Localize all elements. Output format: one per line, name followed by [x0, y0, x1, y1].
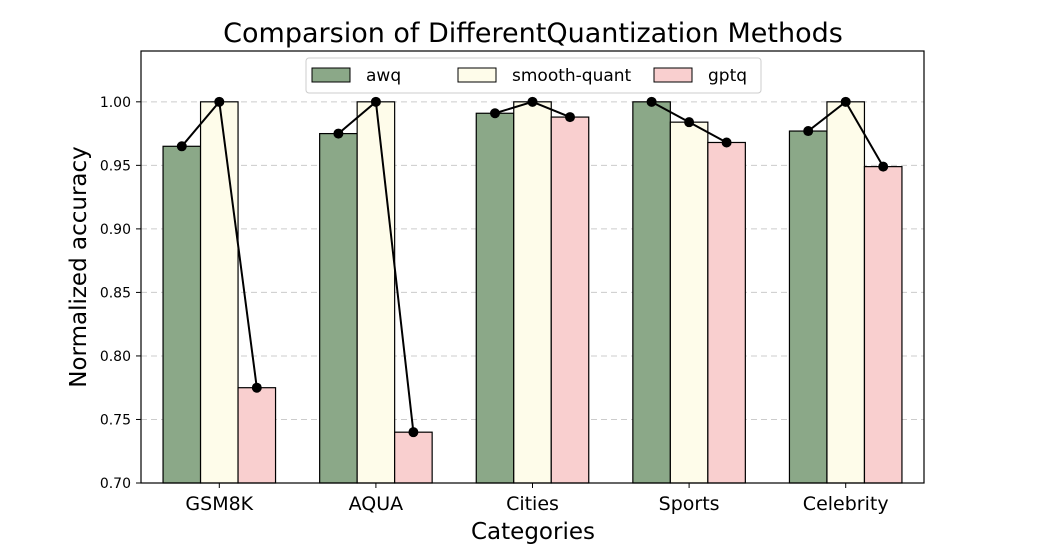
point-awq-cities — [490, 108, 500, 119]
legend-swatch-smooth-quant — [457, 67, 497, 83]
bar-smooth-quant-cities — [513, 101, 552, 484]
bar-smooth-quant-sports — [669, 121, 709, 484]
y-axis-label: Normalized accuracy — [66, 146, 92, 388]
y-tick-label: 0.90 — [100, 222, 131, 238]
legend-label-smooth-quant: smooth-quant — [512, 66, 632, 86]
x-tick-label: GSM8K — [185, 493, 253, 515]
legend-swatch-gptq — [653, 67, 693, 83]
y-tick-label: 0.85 — [100, 285, 131, 301]
bar-smooth-quant-aqua — [356, 101, 396, 484]
legend-box — [305, 57, 762, 94]
point-gptq-gsm8k — [251, 382, 262, 393]
y-tick-label: 0.75 — [100, 412, 131, 428]
x-axis-label: Categories — [471, 519, 595, 545]
x-tick-label: Sports — [659, 493, 720, 515]
point-gptq-aqua — [408, 427, 419, 438]
bar-gptq-sports — [707, 141, 746, 484]
x-tick-label: Cities — [506, 493, 559, 515]
x-axis-ticks: GSM8K AQUA Cities Sports Celebrity — [185, 483, 889, 515]
x-tick-label: Celebrity — [803, 493, 889, 515]
point-smooth-quant-celebrity — [840, 96, 851, 107]
y-tick-label: 0.70 — [100, 476, 131, 492]
bar-smooth-quant-celebrity — [826, 101, 866, 484]
point-awq-sports — [646, 96, 657, 107]
bar-gptq-gsm8k — [237, 387, 277, 484]
bar-gptq-aqua — [394, 431, 433, 484]
y-tick-label: 0.80 — [100, 349, 131, 365]
point-gptq-sports — [721, 137, 732, 148]
x-tick-label: AQUA — [349, 493, 404, 515]
bar-awq-cities — [475, 112, 515, 484]
bar-awq-sports — [632, 101, 671, 484]
bar-smooth-quant-gsm8k — [199, 101, 239, 484]
point-awq-gsm8k — [176, 141, 187, 152]
point-smooth-quant-sports — [684, 117, 695, 128]
bar-gptq-celebrity — [863, 166, 903, 484]
legend-label-gptq: gptq — [708, 66, 747, 86]
point-gptq-cities — [565, 112, 575, 123]
legend-swatch-awq — [311, 67, 351, 83]
point-awq-aqua — [333, 128, 344, 139]
legend: awq smooth-quant gptq — [305, 57, 762, 94]
point-smooth-quant-aqua — [370, 96, 381, 107]
line-overlays — [176, 96, 889, 438]
y-tick-label: 1.00 — [100, 95, 131, 111]
point-awq-celebrity — [803, 126, 814, 137]
point-smooth-quant-gsm8k — [214, 96, 225, 107]
bar-awq-celebrity — [788, 130, 828, 484]
bar-awq-aqua — [319, 132, 358, 484]
bar-awq-gsm8k — [162, 145, 202, 484]
legend-label-awq: awq — [366, 66, 401, 86]
y-axis-ticks: 0.70 0.75 0.80 0.85 0.90 0.95 1.00 — [100, 95, 141, 492]
y-tick-label: 0.95 — [100, 158, 131, 174]
chart-title: Comparsion of DifferentQuantization Meth… — [223, 18, 843, 49]
point-smooth-quant-cities — [527, 96, 538, 107]
point-gptq-celebrity — [878, 161, 889, 172]
bar-gptq-cities — [550, 116, 590, 484]
